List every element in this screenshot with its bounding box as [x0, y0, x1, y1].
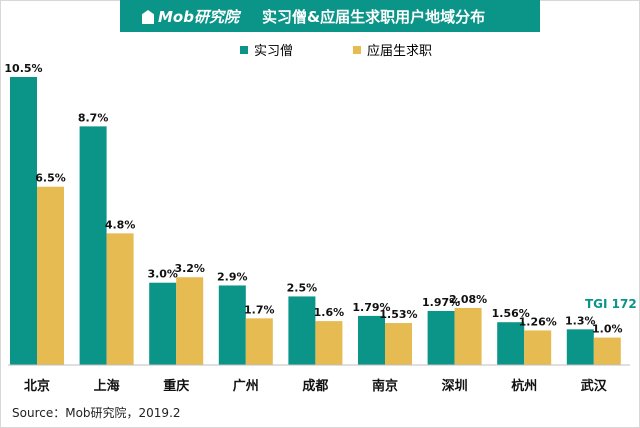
- chart-title: 实习僧&应届生求职用户地域分布: [262, 8, 486, 26]
- category-label-2: 重庆: [163, 378, 189, 394]
- data-label-s2-1: 4.8%: [105, 218, 136, 231]
- data-label-s2-3: 1.7%: [244, 303, 275, 316]
- category-label-1: 上海: [94, 378, 120, 394]
- category-label-0: 北京: [24, 378, 50, 394]
- data-label-s2-7: 1.26%: [519, 315, 557, 328]
- bar-s2-1: [106, 233, 134, 365]
- category-label-3: 广州: [233, 378, 259, 394]
- category-label-4: 成都: [302, 378, 328, 394]
- data-label-s1-2: 3.0%: [147, 268, 178, 281]
- data-label-s1-0: 10.5%: [4, 62, 42, 75]
- bar-s2-4: [315, 321, 343, 365]
- bar-s2-8: [593, 337, 621, 365]
- bar-s2-6: [454, 307, 482, 365]
- title-bar: [120, 0, 540, 32]
- data-label-s1-1: 8.7%: [78, 111, 109, 124]
- legend-swatch-series-2: [353, 46, 361, 54]
- category-label-5: 南京: [372, 378, 398, 394]
- bar-s2-3: [245, 318, 273, 365]
- bar-s1-7: [497, 322, 525, 365]
- legend-item-series-1: 实习僧: [240, 40, 293, 59]
- tgi-annotation: TGI 172: [585, 297, 637, 311]
- legend-item-series-2: 应届生求职: [353, 40, 432, 59]
- category-label-6: 深圳: [442, 378, 468, 394]
- category-label-8: 武汉: [581, 378, 608, 394]
- data-label-s1-7: 1.56%: [492, 307, 530, 320]
- logo: Mob研究院: [142, 6, 239, 27]
- bar-s1-5: [358, 315, 385, 365]
- data-label-s2-5: 1.53%: [379, 308, 417, 321]
- data-label-s2-4: 1.6%: [314, 306, 345, 319]
- legend-label-series-2: 应届生求职: [367, 44, 433, 59]
- bar-s1-2: [149, 282, 177, 365]
- data-label-s1-5: 1.79%: [352, 301, 390, 314]
- bar-s1-3: [218, 285, 246, 365]
- bar-s2-2: [176, 277, 204, 365]
- data-label-s2-0: 6.5%: [35, 172, 66, 185]
- bar-s1-8: [566, 329, 594, 365]
- legend-label-series-1: 实习僧: [254, 44, 294, 59]
- data-label-s1-4: 2.5%: [287, 281, 318, 294]
- bar-s2-0: [37, 186, 64, 365]
- bar-s1-1: [79, 126, 107, 365]
- bar-s1-0: [10, 77, 37, 365]
- category-label-7: 杭州: [511, 378, 537, 394]
- source-note: Source：Mob研究院，2019.2: [12, 406, 181, 420]
- data-label-s2-8: 1.0%: [592, 323, 623, 336]
- data-label-s1-6: 1.97%: [422, 296, 460, 309]
- bar-s1-4: [288, 296, 316, 365]
- logo-house-icon: [142, 10, 154, 24]
- bar-s1-6: [427, 310, 455, 365]
- data-label-s2-2: 3.2%: [174, 262, 205, 275]
- data-label-s2-6: 2.08%: [449, 293, 487, 306]
- bar-s2-5: [385, 323, 412, 365]
- legend-swatch-series-1: [240, 46, 248, 54]
- bar-s2-7: [524, 330, 552, 365]
- logo-text: Mob研究院: [158, 8, 239, 26]
- data-label-s1-3: 2.9%: [217, 270, 248, 283]
- data-label-s1-8: 1.3%: [565, 314, 596, 327]
